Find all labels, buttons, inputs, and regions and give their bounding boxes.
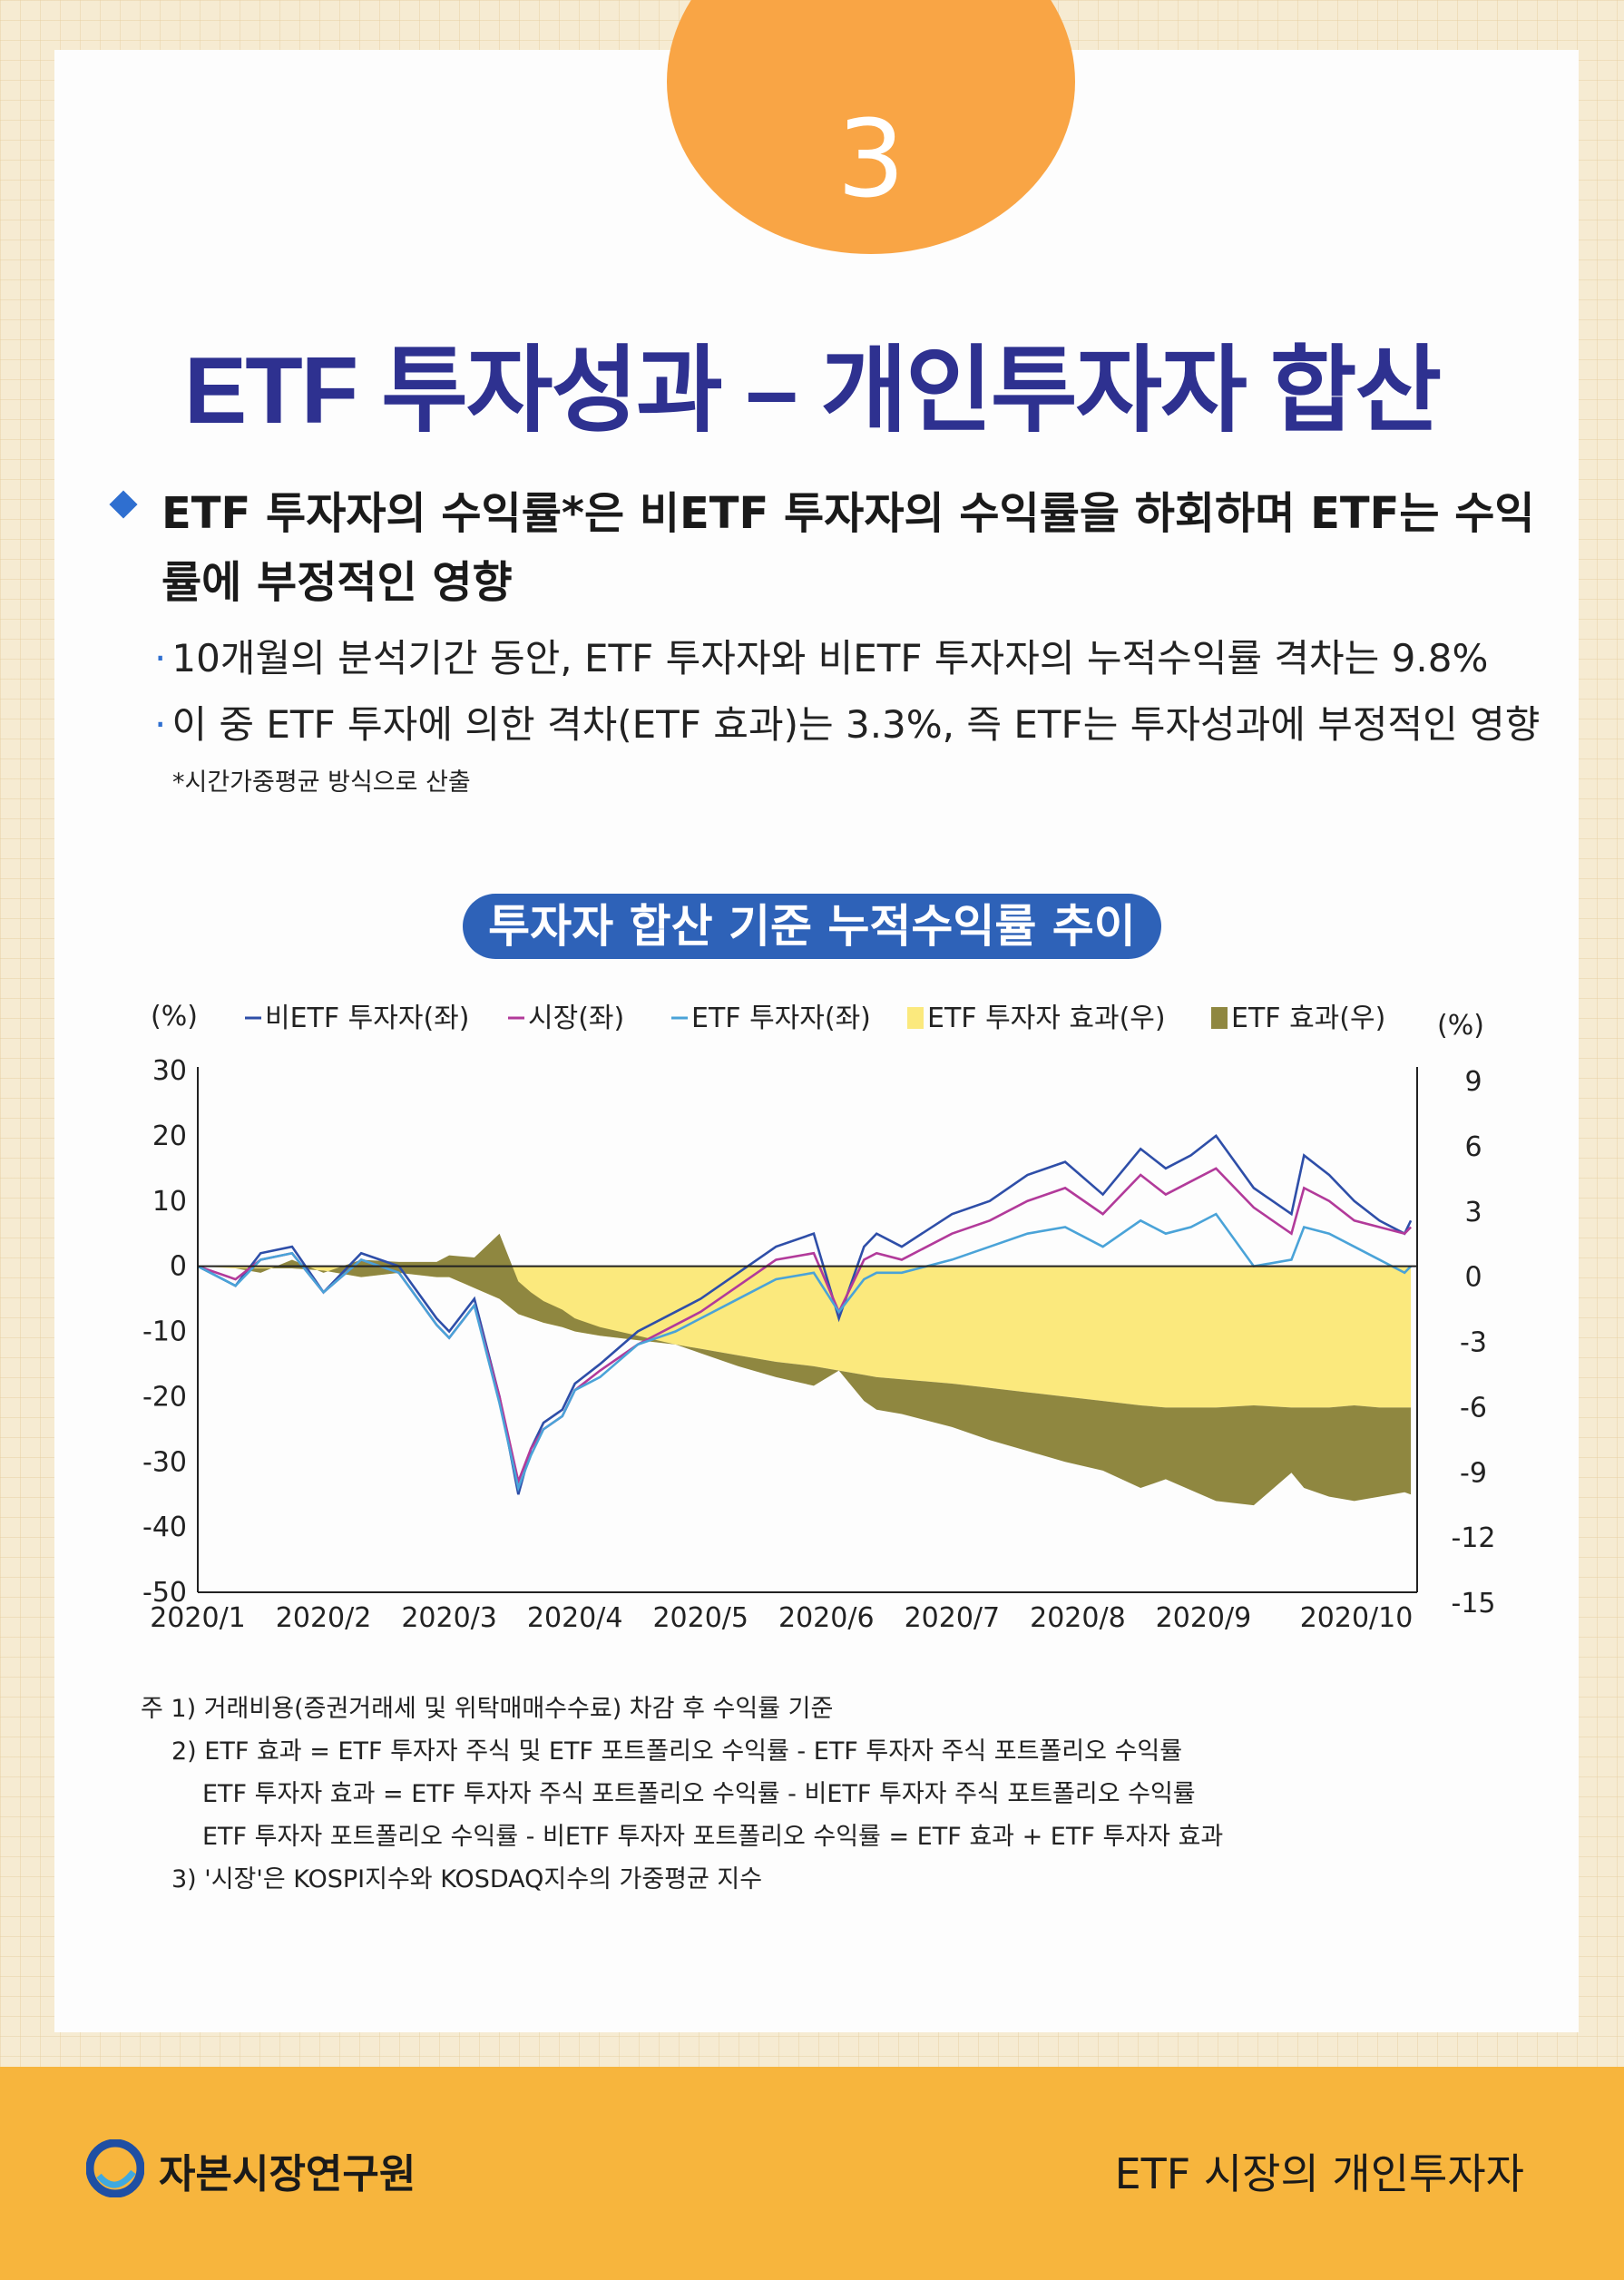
- right-y-tick-label: 0: [1464, 1262, 1482, 1294]
- left-axis-unit: (%): [151, 1001, 198, 1032]
- bullet-item: · 이 중 ETF 투자에 의한 격차(ETF 효과)는 3.3%, 즉 ETF는…: [154, 694, 1570, 749]
- right-y-tick-label: 9: [1464, 1066, 1482, 1098]
- left-y-tick-label: -10: [142, 1316, 187, 1348]
- bullet-dot-icon: ·: [154, 702, 167, 747]
- left-y-tick-label: 10: [152, 1186, 187, 1218]
- left-y-tick-label: -40: [142, 1512, 187, 1543]
- page-number-badge: 3: [667, 0, 1075, 254]
- x-tick-label: 2020/9: [1156, 1602, 1252, 1634]
- footnote: 주 1) 거래비용(증권거래세 및 위탁매매수수료) 차감 후 수익률 기준: [141, 1695, 834, 1723]
- legend-swatch: [1211, 1007, 1228, 1029]
- x-tick-label: 2020/4: [527, 1602, 623, 1634]
- footnote: 2) ETF 효과 = ETF 투자자 주식 및 ETF 포트폴리오 수익률 -…: [171, 1737, 1183, 1766]
- kcmi-logo-icon: [86, 2139, 144, 2197]
- footnote: ETF 투자자 효과 = ETF 투자자 주식 포트폴리오 수익률 - 비ETF…: [202, 1780, 1196, 1808]
- right-y-tick-label: -3: [1460, 1327, 1487, 1359]
- right-y-tick-label: 6: [1464, 1131, 1482, 1163]
- legend-label: 비ETF 투자자(좌): [265, 1003, 469, 1034]
- left-y-tick-label: 30: [152, 1055, 187, 1087]
- legend-label: ETF 투자자 효과(우): [927, 1003, 1166, 1034]
- right-axis-unit: (%): [1437, 1010, 1484, 1042]
- bullet-dot-icon: ·: [154, 636, 167, 680]
- legend-label: ETF 투자자(좌): [691, 1003, 871, 1034]
- organization-name: 자본시장연구원: [159, 2151, 416, 2197]
- lead-statement: ETF 투자자의 수익률*은 비ETF 투자자의 수익률을 하회하며 ETF는 …: [161, 488, 1535, 608]
- right-y-tick-label: -12: [1452, 1522, 1496, 1554]
- page-title: ETF 투자성과 – 개인투자자 합산: [183, 338, 1442, 444]
- chart-title: 투자자 합산 기준 누적수익률 추이: [463, 894, 1161, 959]
- left-y-tick-label: 0: [170, 1251, 187, 1283]
- x-tick-label: 2020/8: [1030, 1602, 1126, 1634]
- footnote: ETF 투자자 포트폴리오 수익률 - 비ETF 투자자 포트폴리오 수익률 =…: [202, 1823, 1224, 1851]
- footnote: 3) '시장'은 KOSPI지수와 KOSDAQ지수의 가중평균 지수: [171, 1865, 763, 1893]
- right-y-tick-label: -15: [1452, 1588, 1496, 1619]
- footer-bar: [0, 2067, 1624, 2280]
- cumulative-return-chart: 3020100-10-20-30-40-509630-3-6-9-12-1520…: [142, 1001, 1496, 1634]
- x-tick-label: 2020/7: [905, 1602, 1001, 1634]
- left-y-tick-label: -30: [142, 1446, 187, 1478]
- footnotes: 주 1) 거래비용(증권거래세 및 위탁매매수수료) 차감 후 수익률 기준 2…: [141, 1688, 1223, 1901]
- x-tick-label: 2020/1: [150, 1602, 246, 1634]
- left-y-tick-label: -50: [142, 1577, 187, 1609]
- etf-investor-line: [197, 1212, 1413, 1492]
- right-y-tick-label: 3: [1464, 1197, 1482, 1228]
- x-tick-label: 2020/10: [1300, 1602, 1414, 1634]
- bullet-text: 10개월의 분석기간 동안, ETF 투자자와 비ETF 투자자의 누적수익률 …: [171, 636, 1489, 680]
- bullet-text: 이 중 ETF 투자에 의한 격차(ETF 효과)는 3.3%, 즉 ETF는 …: [171, 702, 1541, 747]
- non-etf-investor-line: [197, 1134, 1413, 1495]
- legend-label: ETF 효과(우): [1231, 1003, 1385, 1034]
- legend-swatch: [907, 1007, 924, 1029]
- content-card: 3: [54, 0, 1579, 2032]
- legend-label: 시장(좌): [528, 1003, 624, 1034]
- x-tick-label: 2020/3: [401, 1602, 497, 1634]
- left-y-tick-label: 20: [152, 1120, 187, 1152]
- calculation-note: *시간가중평균 방식으로 산출: [172, 768, 471, 797]
- report-series-name: ETF 시장의 개인투자자: [1114, 2149, 1524, 2198]
- bullet-item: · 10개월의 분석기간 동안, ETF 투자자와 비ETF 투자자의 누적수익률…: [154, 628, 1570, 683]
- page-number: 3: [836, 96, 905, 221]
- right-y-tick-label: -9: [1460, 1457, 1487, 1489]
- etf-effect-area: [198, 1233, 1412, 1506]
- right-y-tick-label: -6: [1460, 1392, 1487, 1424]
- x-tick-label: 2020/5: [652, 1602, 748, 1634]
- x-tick-label: 2020/2: [276, 1602, 372, 1634]
- x-tick-label: 2020/6: [778, 1602, 875, 1634]
- left-y-tick-label: -20: [142, 1381, 187, 1413]
- etf-investor-effect-area: [198, 1266, 1412, 1408]
